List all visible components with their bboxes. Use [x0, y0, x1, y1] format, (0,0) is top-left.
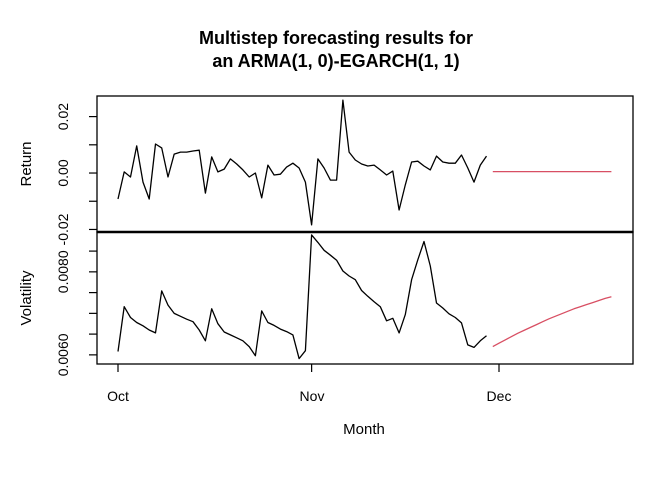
x-axis-title: Month: [343, 421, 385, 438]
return-panel-border: [96, 95, 634, 233]
return-y-tick-label: 0.02: [55, 103, 71, 130]
return-observed-line: [117, 99, 488, 226]
y-axis-title-return: Return: [18, 141, 35, 186]
volatility-y-tick-label: 0.0060: [55, 333, 71, 376]
x-tick-label-oct: Oct: [107, 388, 129, 404]
return-y-tick-label: 0.00: [55, 159, 71, 186]
plot-layer: 0.02 0.00 -0.02 0.0080 0.0060: [55, 95, 634, 376]
y-axis-title-volatility: Volatility: [18, 270, 35, 326]
volatility-y-tick-label: 0.0080: [55, 250, 71, 293]
chart-title-line2: an ARMA(1, 0)-EGARCH(1, 1): [212, 51, 459, 71]
volatility-forecast-line: [492, 296, 612, 348]
x-tick-label-dec: Dec: [487, 388, 512, 404]
return-y-tick-label: -0.02: [55, 213, 71, 245]
volatility-panel-border: [96, 231, 634, 365]
x-tick-label-nov: Nov: [300, 388, 325, 404]
volatility-observed-line: [117, 234, 487, 360]
chart-title-line1: Multistep forecasting results for: [199, 28, 473, 48]
